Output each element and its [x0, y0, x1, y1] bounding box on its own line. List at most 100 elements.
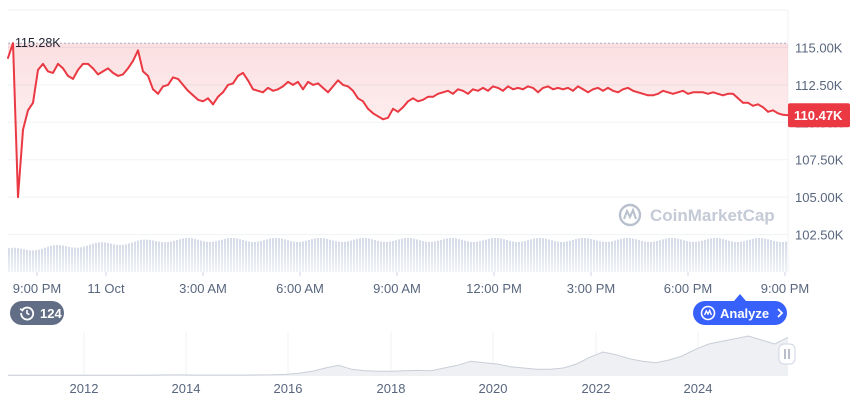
- volume-bar: [629, 238, 631, 272]
- overview-year-label: 2024: [684, 381, 713, 396]
- volume-bar: [437, 240, 439, 272]
- price-point: [252, 88, 254, 91]
- volume-bar: [776, 241, 778, 272]
- price-point: [7, 57, 9, 59]
- range-handle[interactable]: [778, 343, 796, 365]
- price-point: [82, 62, 84, 65]
- price-area-fill: [8, 43, 788, 198]
- price-point: [782, 113, 784, 116]
- price-point: [282, 85, 284, 88]
- volume-bar: [215, 241, 217, 272]
- history-badge[interactable]: 124: [10, 301, 64, 325]
- price-point: [702, 91, 704, 94]
- volume-bar: [431, 241, 433, 272]
- volume-bar: [209, 241, 211, 272]
- overview-year-label: 2012: [70, 381, 99, 396]
- analyze-button[interactable]: Analyze: [693, 301, 787, 325]
- volume-bar: [770, 240, 772, 272]
- volume-bar: [113, 244, 115, 272]
- volume-bar: [608, 241, 610, 272]
- volume-bar: [698, 241, 700, 272]
- volume-bar: [719, 238, 721, 272]
- volume-bar: [314, 238, 316, 272]
- history-overview[interactable]: 2012 2014 2016 2018 2020 2022 2024: [8, 330, 796, 396]
- volume-bar: [518, 241, 520, 272]
- volume-bar: [449, 238, 451, 272]
- volume-bar: [122, 244, 124, 272]
- volume-bar: [584, 238, 586, 272]
- volume-bar: [662, 239, 664, 272]
- volume-bar: [737, 241, 739, 272]
- price-point: [257, 89, 259, 92]
- volume-bar: [185, 238, 187, 272]
- price-point: [412, 97, 414, 100]
- volume-bar: [158, 241, 160, 272]
- volume-bar: [557, 241, 559, 272]
- volume-bar: [620, 238, 622, 272]
- price-point: [727, 92, 729, 95]
- price-point: [567, 86, 569, 89]
- volume-bar: [173, 240, 175, 272]
- reference-label: 115.28K: [15, 36, 61, 50]
- y-tick-label: 107.50K: [795, 153, 844, 168]
- price-point: [327, 91, 329, 94]
- volume-bar: [65, 246, 67, 272]
- volume-bar: [254, 241, 256, 272]
- volume-bar: [53, 245, 55, 272]
- price-point: [772, 109, 774, 112]
- x-tick-label: 9:00 AM: [373, 281, 421, 296]
- price-point: [292, 83, 294, 86]
- volume-bar: [23, 249, 25, 272]
- volume-bar: [428, 241, 430, 272]
- price-point: [417, 100, 419, 103]
- volume-bar: [551, 240, 553, 272]
- volume-bar: [32, 250, 34, 272]
- history-clock-icon: [19, 306, 34, 321]
- volume-bar: [599, 241, 601, 272]
- price-point: [532, 86, 534, 89]
- price-point: [592, 88, 594, 91]
- price-point: [227, 83, 229, 86]
- volume-bar: [647, 241, 649, 272]
- volume-bar: [659, 240, 661, 272]
- y-tick-label: 105.00K: [795, 190, 844, 205]
- price-point: [707, 92, 709, 95]
- volume-bar: [245, 240, 247, 272]
- analyze-button-pointer: [734, 294, 746, 301]
- price-point: [527, 85, 529, 88]
- volume-bar: [251, 241, 253, 272]
- volume-bar: [290, 241, 292, 272]
- volume-bar: [494, 238, 496, 272]
- price-point: [762, 106, 764, 109]
- volume-bar: [734, 241, 736, 272]
- price-point: [317, 82, 319, 85]
- price-point: [342, 83, 344, 86]
- price-point: [522, 88, 524, 91]
- price-point: [22, 128, 24, 131]
- volume-bar: [596, 240, 598, 272]
- volume-bar: [521, 241, 523, 272]
- price-point: [547, 85, 549, 88]
- price-point: [687, 92, 689, 95]
- volume-bar: [350, 240, 352, 272]
- volume-bar: [455, 238, 457, 272]
- x-axis-labels: 9:00 PM 11 Oct 3:00 AM 6:00 AM 9:00 AM 12:00 …: [13, 281, 809, 296]
- volume-bar: [530, 239, 532, 272]
- y-tick-label: 112.50K: [795, 78, 843, 93]
- volume-bar: [497, 238, 499, 272]
- volume-bar: [554, 241, 556, 272]
- volume-bar: [689, 241, 691, 272]
- volume-bar: [176, 239, 178, 272]
- volume-bar: [617, 239, 619, 272]
- volume-bar: [392, 241, 394, 272]
- volume-bar: [398, 239, 400, 272]
- price-point: [757, 103, 759, 106]
- volume-bar: [83, 246, 85, 272]
- analyze-icon: [700, 305, 716, 321]
- x-tick-label: 3:00 AM: [179, 281, 227, 296]
- volume-bar: [368, 238, 370, 272]
- volume-bar: [539, 238, 541, 272]
- volume-bar: [761, 238, 763, 272]
- volume-bar: [206, 241, 208, 272]
